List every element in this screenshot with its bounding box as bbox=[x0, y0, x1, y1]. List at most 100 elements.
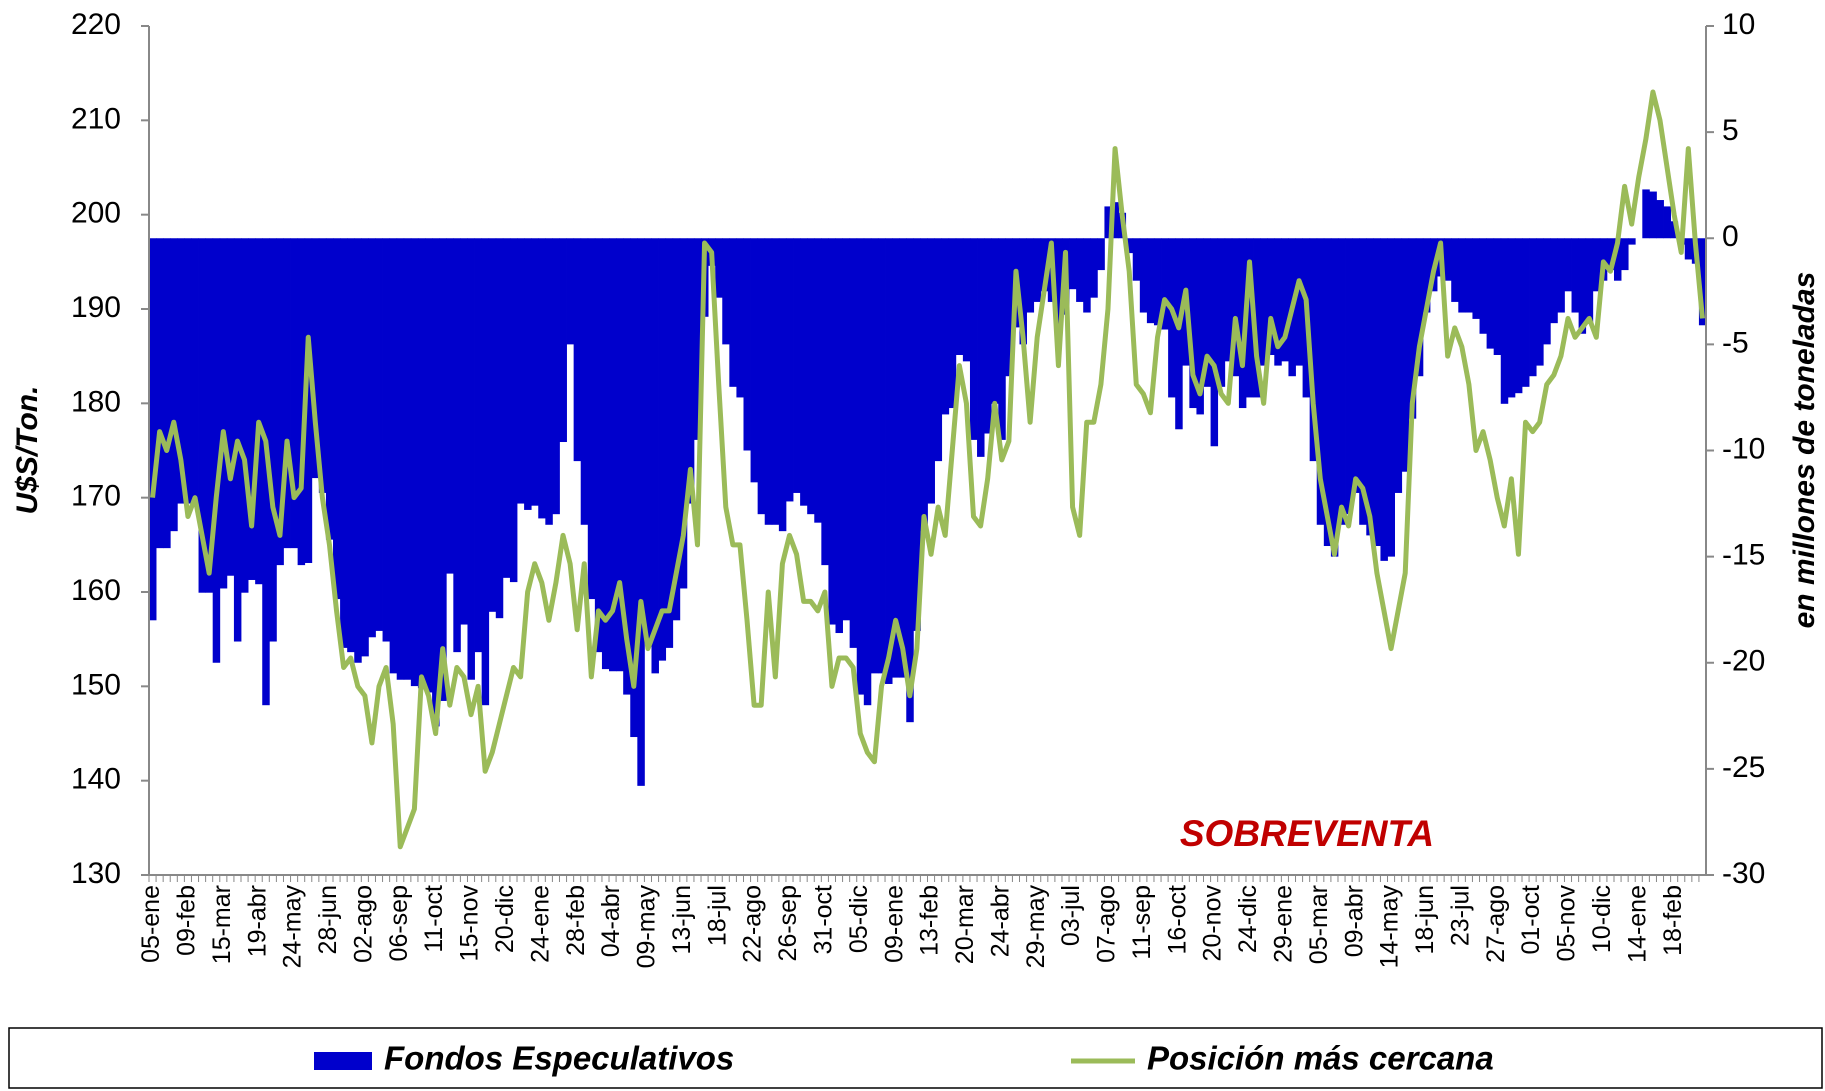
bar bbox=[276, 238, 284, 566]
bar bbox=[665, 238, 674, 648]
bar bbox=[1394, 238, 1403, 493]
bar bbox=[856, 238, 865, 695]
bar bbox=[969, 238, 978, 440]
bar bbox=[382, 238, 391, 642]
bar bbox=[934, 238, 943, 462]
bar bbox=[432, 238, 440, 727]
bar bbox=[757, 238, 766, 515]
x-tick-label: 13-feb bbox=[916, 885, 944, 956]
bar bbox=[1196, 238, 1204, 415]
y-tick-label: 170 bbox=[71, 480, 121, 513]
bar bbox=[552, 238, 560, 515]
legend-swatch bbox=[314, 1052, 372, 1070]
bar bbox=[502, 238, 511, 578]
bar bbox=[1493, 238, 1502, 355]
bar bbox=[290, 238, 299, 549]
bar bbox=[630, 238, 638, 738]
bar bbox=[885, 238, 893, 684]
bar bbox=[793, 238, 801, 493]
bar bbox=[1592, 238, 1601, 292]
y-tick-label: 130 bbox=[71, 857, 121, 890]
x-tick-label: 11-sep bbox=[1128, 885, 1156, 960]
bar bbox=[849, 238, 858, 648]
x-tick-label: 05-nov bbox=[1553, 885, 1581, 962]
bar bbox=[205, 238, 214, 593]
bar bbox=[453, 238, 461, 653]
bar bbox=[1507, 238, 1516, 398]
bar bbox=[1621, 238, 1629, 271]
bar bbox=[1401, 238, 1410, 472]
x-tick-label: 03-jul bbox=[1057, 885, 1085, 946]
x-tick-label: 09-feb bbox=[173, 885, 201, 956]
bar bbox=[1245, 238, 1254, 398]
bar bbox=[750, 238, 759, 483]
bar bbox=[807, 238, 815, 515]
x-tick-label: 26-sep bbox=[774, 885, 802, 961]
bar bbox=[212, 238, 221, 663]
bar bbox=[1267, 238, 1275, 355]
bar bbox=[1054, 238, 1063, 334]
bar bbox=[1033, 238, 1042, 302]
bar bbox=[163, 238, 171, 549]
bar bbox=[1210, 238, 1219, 447]
bar bbox=[1550, 238, 1558, 324]
bar bbox=[559, 238, 567, 443]
bar bbox=[1076, 238, 1084, 302]
bar bbox=[297, 238, 306, 566]
bar bbox=[1656, 200, 1664, 239]
x-tick-label: 15-nov bbox=[456, 885, 484, 962]
bar bbox=[1175, 238, 1183, 430]
bar bbox=[1663, 206, 1672, 239]
bar bbox=[1670, 221, 1679, 239]
x-tick-label: 11-oct bbox=[420, 885, 448, 953]
bar bbox=[587, 238, 596, 600]
y2-tick-label: -20 bbox=[1722, 645, 1765, 678]
bar bbox=[686, 238, 695, 504]
bar bbox=[743, 238, 751, 451]
bar bbox=[304, 238, 313, 563]
bar bbox=[679, 238, 688, 589]
bar bbox=[467, 238, 475, 680]
y-tick-label: 140 bbox=[71, 763, 121, 796]
x-tick-label: 20-nov bbox=[1199, 885, 1227, 962]
bar bbox=[269, 238, 277, 642]
bar bbox=[623, 238, 631, 695]
y-tick-label: 200 bbox=[71, 197, 121, 230]
bar bbox=[283, 238, 291, 549]
x-tick-label: 04-abr bbox=[597, 885, 625, 957]
bar bbox=[403, 238, 412, 680]
x-tick-label: 13-jun bbox=[668, 885, 696, 955]
bar bbox=[920, 238, 928, 532]
bar bbox=[785, 238, 794, 502]
bar bbox=[1536, 238, 1544, 366]
bar bbox=[410, 238, 419, 687]
bar bbox=[241, 238, 249, 593]
bar bbox=[198, 238, 207, 593]
x-tick-label: 10-dic bbox=[1588, 885, 1616, 953]
legend-label: Fondos Especulativos bbox=[384, 1040, 734, 1077]
bar bbox=[601, 238, 610, 670]
bar bbox=[389, 238, 398, 674]
x-tick-label: 14-may bbox=[1376, 885, 1404, 969]
y2-tick-label: -15 bbox=[1722, 539, 1765, 572]
bar bbox=[1408, 238, 1417, 419]
x-tick-label: 31-oct bbox=[809, 885, 837, 955]
bar bbox=[1352, 238, 1360, 493]
bar bbox=[1019, 238, 1027, 345]
x-tick-label: 02-ago bbox=[349, 885, 377, 963]
bar bbox=[156, 238, 164, 549]
bar bbox=[255, 238, 263, 585]
bar bbox=[1479, 238, 1488, 334]
bar bbox=[488, 238, 497, 612]
bar bbox=[1330, 238, 1339, 557]
bar bbox=[1366, 238, 1374, 536]
x-tick-label: 06-sep bbox=[385, 885, 413, 961]
bar bbox=[1168, 238, 1176, 398]
bar bbox=[609, 238, 617, 672]
y-tick-label: 220 bbox=[71, 8, 121, 41]
bar bbox=[1132, 238, 1141, 281]
x-tick-label: 01-oct bbox=[1517, 885, 1545, 955]
bar bbox=[1309, 238, 1318, 462]
bar bbox=[1472, 238, 1480, 319]
